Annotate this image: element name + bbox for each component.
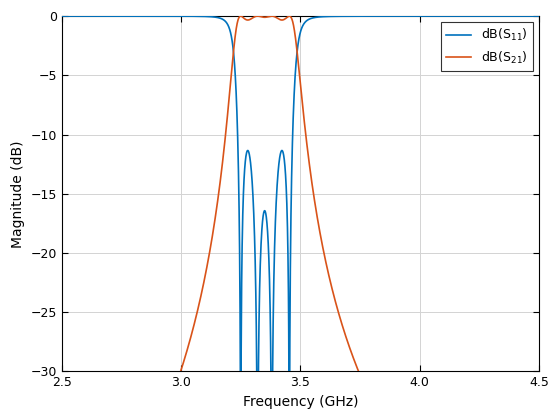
dB(S$_{11}$) bbox=[526, 13, 533, 18]
Y-axis label: Magnitude (dB): Magnitude (dB) bbox=[11, 140, 25, 247]
Legend: dB(S$_{11}$), dB(S$_{21}$): dB(S$_{11}$), dB(S$_{21}$) bbox=[441, 22, 533, 71]
dB(S$_{11}$) bbox=[535, 13, 542, 18]
Line: dB(S$_{11}$): dB(S$_{11}$) bbox=[62, 16, 539, 420]
dB(S$_{11}$) bbox=[113, 13, 120, 18]
dB(S$_{11}$) bbox=[262, 210, 269, 215]
dB(S$_{21}$) bbox=[241, 16, 248, 21]
dB(S$_{11}$) bbox=[141, 13, 148, 18]
dB(S$_{21}$) bbox=[237, 13, 244, 18]
dB(S$_{11}$) bbox=[59, 13, 66, 18]
dB(S$_{11}$) bbox=[241, 162, 248, 167]
Line: dB(S$_{21}$): dB(S$_{21}$) bbox=[62, 16, 539, 420]
X-axis label: Frequency (GHz): Frequency (GHz) bbox=[242, 395, 358, 409]
dB(S$_{11}$) bbox=[475, 13, 482, 18]
dB(S$_{21}$) bbox=[262, 15, 269, 20]
